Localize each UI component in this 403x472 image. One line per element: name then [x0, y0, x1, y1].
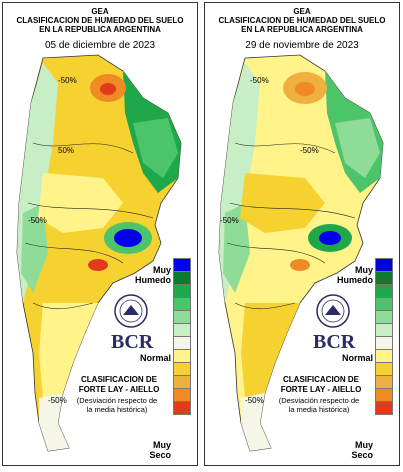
contour-label: -50%: [58, 76, 77, 85]
legend-swatch: [375, 375, 393, 389]
moisture-legend: [375, 258, 393, 415]
legend-swatch: [173, 258, 191, 272]
argentina-moisture-map: -50% -50% -50% -50%: [218, 54, 384, 452]
legend-swatch: [173, 323, 191, 337]
map-title-line1: GEA: [293, 7, 311, 16]
legend-swatch: [375, 271, 393, 285]
legend-swatch: [375, 401, 393, 415]
legend-label-normal: Normal: [139, 353, 171, 363]
legend-label-muy-humedo: Muy Humedo: [337, 265, 373, 285]
moisture-legend: [173, 258, 191, 415]
legend-swatch: [173, 336, 191, 350]
contour-label: -50%: [250, 76, 269, 85]
bcr-logo: BCR: [111, 331, 154, 353]
deviation-note: (Desviación respecto de la media históri…: [278, 396, 360, 414]
legend-label-muy-seco: Muy Seco: [149, 440, 171, 460]
classification-text: CLASIFICACION DE FORTE LAY - AIELLO: [78, 375, 160, 394]
map-title-line1: GEA: [91, 7, 109, 16]
contour-label: 50%: [58, 146, 74, 155]
argentina-moisture-map: -50% 50% -50% -50%: [16, 54, 182, 452]
soil-moisture-map-panel-1: GEA CLASIFICACION DE HUMEDAD DEL SUELO E…: [2, 2, 198, 466]
legend-swatch: [375, 258, 393, 272]
legend-swatch: [173, 401, 191, 415]
legend-label-normal: Normal: [341, 353, 373, 363]
legend-swatch: [375, 388, 393, 402]
legend-swatch: [375, 284, 393, 298]
deviation-note: (Desviación respecto de la media históri…: [76, 396, 158, 414]
classification-text: CLASIFICACION DE FORTE LAY - AIELLO: [280, 375, 362, 394]
soil-moisture-map-panel-2: GEA CLASIFICACION DE HUMEDAD DEL SUELO E…: [204, 2, 400, 466]
contour-label: -50%: [48, 396, 67, 405]
legend-label-muy-seco: Muy Seco: [351, 440, 373, 460]
legend-swatch: [173, 375, 191, 389]
legend-swatch: [375, 297, 393, 311]
contour-label: -50%: [300, 146, 319, 155]
legend-swatch: [173, 388, 191, 402]
legend-swatch: [375, 336, 393, 350]
legend-swatch: [173, 310, 191, 324]
legend-swatch: [173, 297, 191, 311]
bcr-seal-icon: [114, 294, 148, 328]
legend-swatch: [173, 284, 191, 298]
map-title-line3: EN LA REPUBLICA ARGENTINA: [39, 25, 161, 34]
contour-label: -50%: [245, 396, 264, 405]
legend-label-muy-humedo: Muy Humedo: [135, 265, 171, 285]
map-date: 29 de noviembre de 2023: [245, 40, 359, 51]
legend-swatch: [173, 362, 191, 376]
map-title-line2: CLASIFICACION DE HUMEDAD DEL SUELO: [218, 16, 386, 25]
legend-swatch: [375, 323, 393, 337]
map-date: 05 de diciembre de 2023: [44, 40, 156, 51]
legend-swatch: [375, 362, 393, 376]
bcr-logo: BCR: [313, 331, 356, 353]
contour-label: -50%: [220, 216, 239, 225]
legend-swatch: [375, 349, 393, 363]
contour-label: -50%: [28, 216, 47, 225]
map-title-line2: CLASIFICACION DE HUMEDAD DEL SUELO: [16, 16, 184, 25]
bcr-seal-icon: [316, 294, 350, 328]
legend-swatch: [173, 271, 191, 285]
map-title-line3: EN LA REPUBLICA ARGENTINA: [241, 25, 363, 34]
legend-swatch: [173, 349, 191, 363]
legend-swatch: [375, 310, 393, 324]
